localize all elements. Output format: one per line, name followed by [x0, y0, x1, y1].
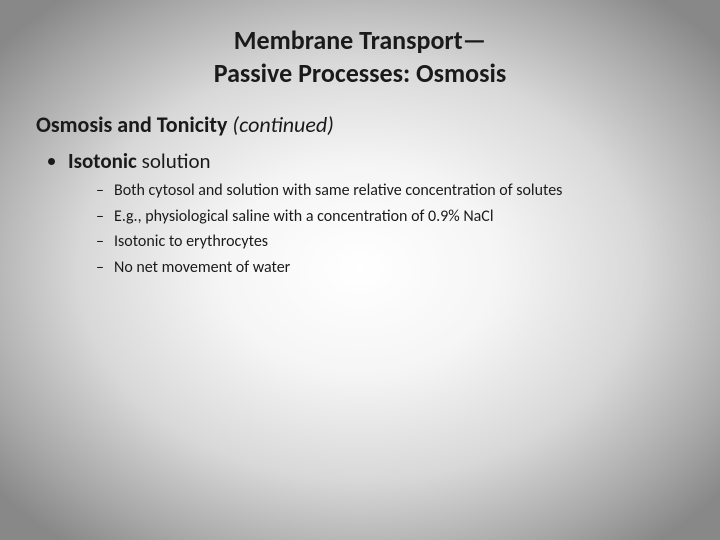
list-item: Isotonic solution Both cytosol and solut…: [68, 148, 684, 278]
title-line-1: Membrane Transport—: [234, 24, 486, 56]
list-item: Both cytosol and solution with same rela…: [96, 180, 684, 202]
bullet-bold: Isotonic: [68, 148, 137, 174]
slide-container: Membrane Transport— Passive Processes: O…: [0, 0, 720, 540]
subtitle-italic: (continued): [232, 111, 333, 138]
sub-bullet-text: Both cytosol and solution with same rela…: [114, 181, 562, 200]
title-line-2: Passive Processes: Osmosis: [214, 57, 507, 89]
bullet-list-level2: Both cytosol and solution with same rela…: [68, 180, 684, 278]
bullet-rest: solution: [137, 148, 211, 174]
sub-bullet-text: E.g., physiological saline with a concen…: [114, 207, 494, 226]
bullet-list-level1: Isotonic solution Both cytosol and solut…: [36, 148, 684, 278]
list-item: Isotonic to erythrocytes: [96, 231, 684, 253]
slide-subtitle: Osmosis and Tonicity (continued): [36, 111, 684, 138]
subtitle-bold: Osmosis and Tonicity: [36, 111, 232, 138]
bullet-text: Isotonic solution: [68, 148, 211, 174]
sub-bullet-text: No net movement of water: [114, 258, 290, 277]
slide-title: Membrane Transport— Passive Processes: O…: [36, 24, 684, 89]
sub-bullet-text: Isotonic to erythrocytes: [114, 232, 268, 251]
list-item: No net movement of water: [96, 257, 684, 279]
list-item: E.g., physiological saline with a concen…: [96, 206, 684, 228]
